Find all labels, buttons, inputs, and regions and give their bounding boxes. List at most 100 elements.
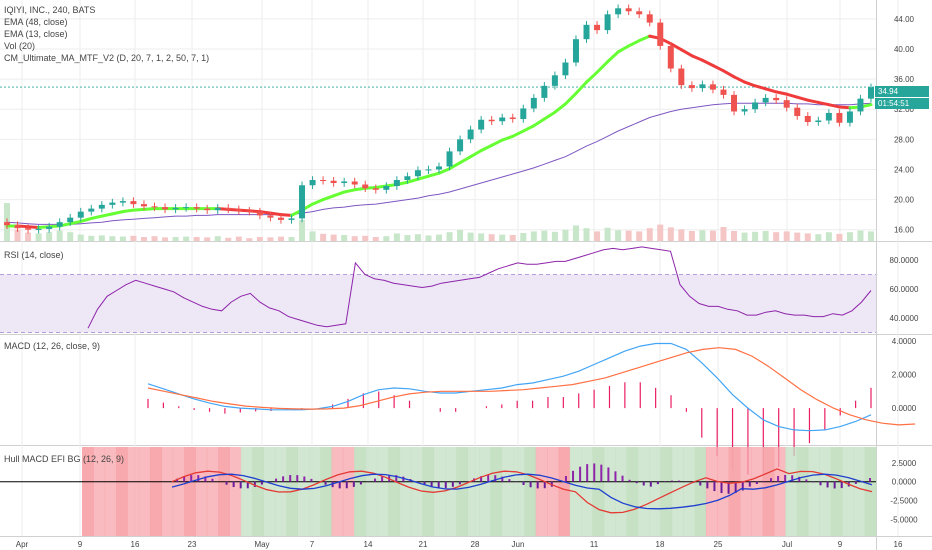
volume-bar	[14, 229, 21, 241]
hull-background-stripe	[297, 447, 310, 536]
candle-body	[836, 112, 843, 123]
candle-body	[720, 89, 727, 95]
volume-bar	[172, 237, 179, 241]
cm-ma-segment	[131, 207, 146, 212]
cm-ma-segment	[837, 105, 852, 110]
volume-bar	[657, 224, 664, 241]
volume-bar	[815, 234, 822, 241]
hull-background-stripe	[240, 447, 253, 536]
cm-ma-segment	[437, 167, 452, 175]
candle-body	[341, 181, 348, 184]
volume-bar	[836, 233, 843, 241]
candle-body	[657, 22, 664, 46]
candle-body	[499, 117, 506, 122]
cm-ma-segment	[764, 87, 778, 94]
candle-body	[56, 222, 63, 227]
hull-background-stripe	[444, 447, 457, 536]
candle-body	[709, 84, 716, 90]
cm-ma-segment	[574, 80, 589, 95]
volume-bar	[193, 237, 200, 241]
hull-background-stripe	[524, 447, 537, 536]
macd-tick-label: 4.0000	[892, 337, 917, 346]
cm-ma-segment	[405, 177, 420, 184]
hull-background-stripe	[184, 447, 196, 536]
volume-bar	[288, 237, 295, 241]
candle-body	[667, 45, 674, 69]
candle-body	[773, 97, 780, 101]
candle-body	[109, 202, 116, 205]
candle-body	[646, 14, 653, 23]
volume-bar	[393, 233, 400, 241]
volume-bar	[709, 230, 716, 241]
cm-ma-segment	[511, 129, 525, 138]
cm-ma-segment	[616, 44, 631, 54]
candle-body	[372, 188, 379, 190]
volume-bar	[773, 232, 780, 241]
cm-ma-segment	[89, 214, 104, 220]
hull-background-stripe	[796, 447, 809, 536]
candle-body	[246, 210, 253, 212]
hull-background-stripe	[717, 447, 730, 536]
x-tick-label: 9	[838, 540, 843, 549]
cm-ma-segment	[110, 210, 125, 216]
candle-body	[77, 211, 84, 218]
candle-body	[868, 87, 874, 99]
hull-background-stripe	[751, 447, 764, 536]
cm-ma-segment	[637, 34, 652, 43]
hull-background-stripe	[649, 447, 661, 536]
volume-bar	[299, 219, 306, 241]
cm-ma-segment	[469, 149, 483, 159]
macd-tick-label: 2.0000	[892, 371, 917, 380]
cm-ma-segment	[332, 190, 346, 198]
cm-ma-segment	[743, 80, 757, 88]
x-tick-label: Jul	[782, 540, 792, 549]
candle-body	[362, 184, 369, 189]
cm-ma-segment	[595, 60, 610, 74]
candle-body	[225, 207, 232, 210]
macd-legend: MACD (12, 26, close, 9)	[4, 341, 101, 351]
volume-bar	[678, 229, 685, 241]
candle-body	[204, 208, 211, 211]
hull-background-stripe	[252, 447, 264, 536]
volume-bar	[541, 230, 548, 241]
cm-ma-segment	[732, 75, 747, 84]
hull-tick-label: 0.0000	[892, 478, 917, 487]
cm-ma-segment	[279, 213, 293, 217]
hull-background-stripe	[354, 447, 367, 536]
signal-line	[147, 347, 916, 426]
hull-background-stripe	[762, 447, 775, 536]
legend-ema48: EMA (48, close)	[4, 17, 68, 27]
candle-body	[583, 24, 590, 40]
candle-body	[520, 108, 527, 119]
hull-background-stripe	[535, 447, 548, 536]
candle-body	[825, 112, 832, 121]
volume-bar	[246, 238, 253, 241]
candle-body	[509, 117, 516, 119]
candle-body	[572, 39, 579, 63]
rsi-legend: RSI (14, close)	[4, 250, 64, 260]
hull-background-stripe	[82, 447, 94, 536]
volume-bar	[404, 235, 411, 241]
hull-background-stripe	[104, 447, 117, 536]
hull-background-stripe	[116, 447, 128, 536]
candle-body	[256, 211, 263, 216]
volume-bar	[341, 235, 348, 241]
candle-body	[446, 151, 453, 167]
hull-background-stripe	[388, 447, 401, 536]
volume-bar	[572, 225, 579, 241]
volume-bar	[25, 232, 32, 241]
candle-body	[436, 166, 442, 170]
hull-background-stripe	[581, 447, 593, 536]
x-tick-label: Apr	[16, 540, 29, 549]
volume-bar	[67, 232, 74, 241]
volume-bar	[594, 231, 601, 241]
candle-body	[235, 209, 242, 211]
volume-bar	[846, 232, 853, 241]
volume-bar	[752, 231, 759, 241]
candle-body	[752, 102, 759, 110]
volume-bar	[235, 236, 242, 241]
volume-bar	[309, 231, 316, 241]
hull-background-stripe	[739, 447, 752, 536]
hull-background-stripe	[819, 447, 832, 536]
hull-background-stripe	[841, 447, 854, 536]
